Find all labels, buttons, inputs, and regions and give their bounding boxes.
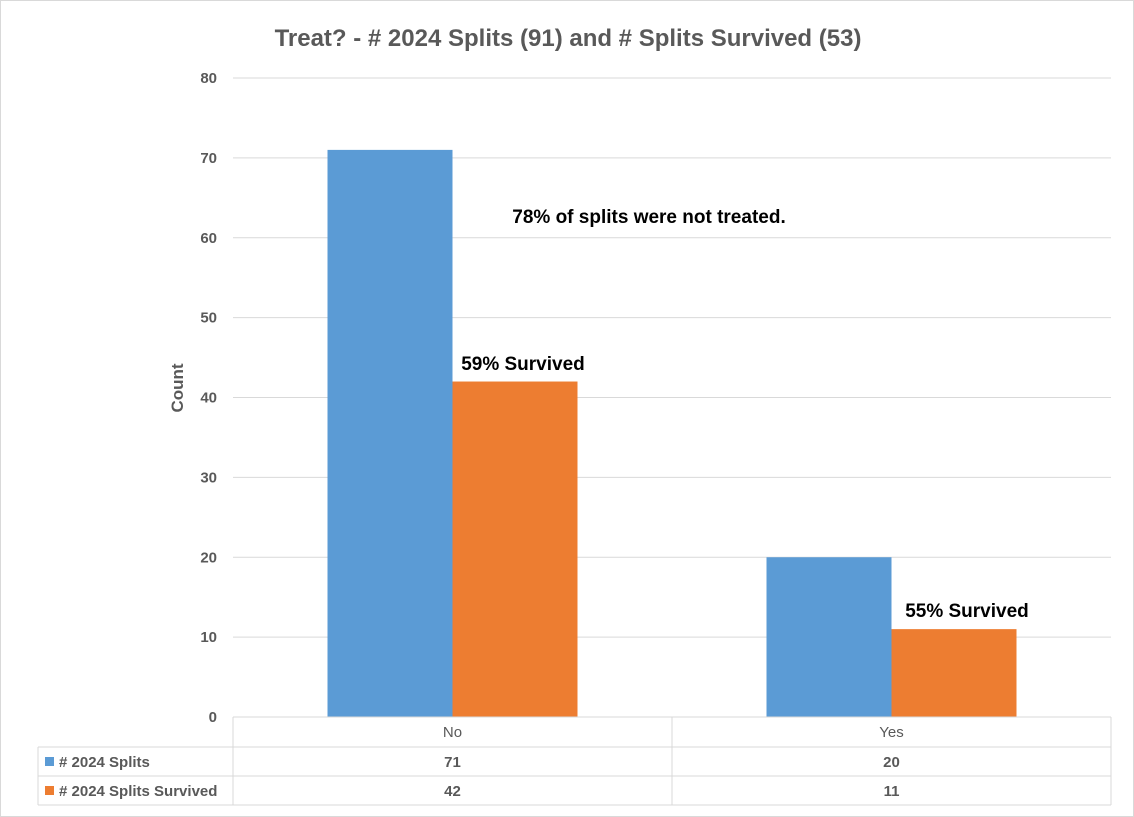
legend-label-series-2: # 2024 Splits Survived	[59, 783, 217, 800]
table-value-series-1-yes: 20	[883, 754, 900, 771]
annotation-no-survived: 59% Survived	[461, 354, 585, 375]
table-value-series-2-no: 42	[444, 783, 461, 800]
bar-no-series-1	[327, 149, 453, 717]
legend-key-series-1	[45, 757, 54, 766]
table-value-series-1-no: 71	[444, 754, 461, 771]
legend-key-series-2	[45, 786, 54, 795]
y-axis-title: Count	[168, 363, 187, 412]
x-category-no: No	[443, 724, 462, 741]
y-tick-70: 70	[200, 150, 217, 167]
x-category-yes: Yes	[879, 724, 903, 741]
legend-label-series-1: # 2024 Splits	[59, 754, 150, 771]
y-tick-20: 20	[200, 549, 217, 566]
annotation-not-treated: 78% of splits were not treated.	[512, 207, 785, 228]
y-tick-40: 40	[200, 390, 217, 407]
table-value-series-2-yes: 11	[884, 783, 900, 800]
chart-title: Treat? - # 2024 Splits (91) and # Splits…	[275, 25, 862, 52]
y-tick-60: 60	[200, 230, 217, 247]
y-axis-ticks: 0 10 20 30 40 50 60 70 80	[200, 70, 217, 726]
y-tick-10: 10	[200, 629, 217, 646]
data-table: No Yes # 2024 Splits 71 20 # 2024 Splits Surv…	[37, 716, 1112, 806]
y-tick-30: 30	[200, 469, 217, 486]
bars	[327, 149, 1017, 717]
bar-yes-series-1	[766, 557, 892, 717]
y-tick-80: 80	[200, 70, 217, 87]
bar-no-series-2	[452, 381, 578, 717]
y-tick-0: 0	[209, 709, 217, 726]
annotation-yes-survived: 55% Survived	[905, 601, 1029, 622]
annotations: 78% of splits were not treated. 59% Surv…	[461, 207, 1029, 622]
bar-yes-series-2	[891, 629, 1017, 717]
y-tick-50: 50	[200, 310, 217, 327]
